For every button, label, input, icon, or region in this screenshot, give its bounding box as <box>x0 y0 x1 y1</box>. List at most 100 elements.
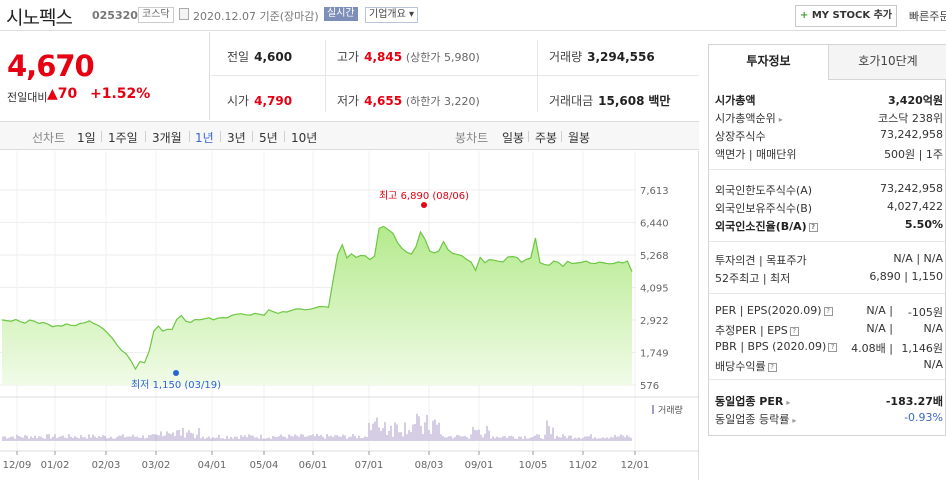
info-label: 동일업종 등락률 ▸ <box>715 411 796 427</box>
info-row: PBR | BPS (2020.09)? 4.08배 | 1,146원 <box>715 340 943 357</box>
panel-tabs: 투자정보 호가10단계 <box>709 44 946 80</box>
info-value: 5.50% <box>904 218 943 231</box>
stock-header: 시노펙스 025320 코스닥 2020.12.07 기준(장마감) 실시간 기… <box>0 0 946 31</box>
x-axis: 12/09 01/02 02/03 03/02 04/01 05/04 06/01 07/01… <box>3 451 649 471</box>
info-label-text: 시가총액 <box>715 94 756 107</box>
info-row: 외국인보유주식수(B) 4,027,422 <box>715 200 943 217</box>
lower-limit: (하한가 3,220) <box>405 95 480 108</box>
period-1y[interactable]: 1년 <box>195 131 214 145</box>
info-row: 액면가 | 매매단위 500원 | 1주 <box>715 146 943 163</box>
quick-order-link[interactable]: 빠른주문 <box>909 10 946 23</box>
price-area <box>1 225 633 385</box>
help-icon[interactable]: ? <box>823 307 833 316</box>
tab-order-book[interactable]: 호가10단계 <box>829 45 946 80</box>
period-1d[interactable]: 1일 <box>77 131 96 145</box>
y-tick-label: 7,613 <box>640 186 669 197</box>
candle-monthly[interactable]: 월봉 <box>568 131 591 145</box>
info-label: 시가총액 <box>715 92 755 108</box>
company-overview-dropdown[interactable]: 기업개요 ▾ <box>365 7 419 23</box>
info-value: -183.27배 <box>885 395 943 408</box>
info-value: 73,242,958 <box>880 182 943 195</box>
candle-chart-label: 봉차트 <box>455 131 489 145</box>
info-label-text: 배당수익률 <box>715 360 766 373</box>
add-my-stock-button[interactable]: + MY STOCK 추가 <box>795 5 897 27</box>
company-name: 시노펙스 <box>6 7 73 29</box>
info-label: 동일업종 PER ▸ <box>715 393 790 409</box>
x-tick-label: 12/09 <box>3 460 32 471</box>
low-label: 최저 1,150 (03/19) <box>131 379 221 391</box>
candle-daily[interactable]: 일봉 <box>502 131 525 145</box>
volume-bars: 거래량 <box>0 396 699 452</box>
up-triangle-icon: ▲ <box>47 86 58 102</box>
period-3y[interactable]: 3년 <box>227 131 246 145</box>
info-value: N/A <box>923 322 943 335</box>
high-marker <box>421 202 427 208</box>
stock-code: 025320 <box>92 9 138 22</box>
stat-value: 4,655 <box>364 94 403 108</box>
period-1w[interactable]: 1주일 <box>108 131 138 145</box>
arrow-right-icon[interactable]: ▸ <box>786 398 791 407</box>
stat-label: 저가 <box>337 94 360 108</box>
stat-label: 거래대금 <box>549 94 594 108</box>
help-icon[interactable]: ? <box>808 223 818 232</box>
info-row: 투자의견 | 목표주가 N/A | N/A <box>715 252 943 269</box>
separator <box>189 131 190 142</box>
price-chart-svg: 거래량 7,613 6,440 5,268 4,095 2,922 1,749 576 12… <box>0 151 699 471</box>
info-value-per: N/A | <box>866 322 893 335</box>
company-overview-label: 기업개요 <box>369 9 406 20</box>
separator <box>220 131 221 142</box>
help-icon[interactable]: ? <box>789 327 799 336</box>
info-value-per: N/A | <box>866 304 893 317</box>
info-label: 외국인한도주식수(A) <box>715 182 812 198</box>
separator <box>284 131 285 142</box>
arrow-right-icon[interactable]: ▸ <box>792 416 797 425</box>
x-tick-label: 01/02 <box>41 460 70 471</box>
upper-limit: (상한가 5,980) <box>405 51 480 64</box>
help-icon[interactable]: ? <box>828 343 838 352</box>
document-icon <box>179 8 189 20</box>
candle-weekly[interactable]: 주봉 <box>535 131 558 145</box>
info-label-text: PBR | BPS (2020.09) <box>715 340 827 353</box>
stat-low: 저가 4,655 (하한가 3,220) <box>337 92 480 109</box>
period-10y[interactable]: 10년 <box>291 131 318 145</box>
arrow-right-icon[interactable]: ▸ <box>778 115 783 124</box>
x-tick-label: 11/02 <box>569 460 598 471</box>
price-stats: 전일 4,600 고가 4,845 (상한가 5,980) 거래량 3,294,556… <box>211 32 699 120</box>
help-icon[interactable]: ? <box>767 363 777 372</box>
stat-value: 4,790 <box>254 94 293 108</box>
low-marker <box>173 370 179 376</box>
info-row: 배당수익률? N/A <box>715 358 943 375</box>
info-label-text: 액면가 | 매매단위 <box>715 148 797 161</box>
x-tick-label: 07/01 <box>355 460 384 471</box>
y-axis: 7,613 6,440 5,268 4,095 2,922 1,749 576 <box>640 186 669 392</box>
x-tick-label: 03/02 <box>142 460 171 471</box>
price-change: ▲70 <box>47 86 77 102</box>
stat-label: 고가 <box>337 50 360 64</box>
info-label: 투자의견 | 목표주가 <box>715 252 807 268</box>
x-tick-label: 08/03 <box>415 460 444 471</box>
info-value: 500원 | 1주 <box>884 148 943 161</box>
tab-investment-info[interactable]: 투자정보 <box>709 45 829 80</box>
separator <box>528 131 529 142</box>
info-row: 동일업종 등락률 ▸ -0.93% <box>715 411 943 428</box>
info-row: 동일업종 PER ▸ -183.27배 <box>715 393 943 410</box>
stat-open: 시가 4,790 <box>227 92 292 109</box>
info-label: 배당수익률? <box>715 358 777 374</box>
add-my-stock-label: MY STOCK 추가 <box>811 10 893 21</box>
realtime-button[interactable]: 실시간 <box>324 7 358 21</box>
info-label-text: PER | EPS(2020.09) <box>715 304 822 317</box>
plus-icon: + <box>799 10 809 21</box>
y-tick-label: 2,922 <box>640 316 669 327</box>
period-5y[interactable]: 5년 <box>259 131 278 145</box>
period-3m[interactable]: 3개월 <box>152 131 182 145</box>
stat-label: 시가 <box>227 94 250 108</box>
volume-legend-label: 거래량 <box>658 404 683 416</box>
stat-volume: 거래량 3,294,556 <box>549 48 655 65</box>
info-label: 추정PER | EPS? <box>715 322 799 338</box>
info-label-text: 동일업종 등락률 <box>715 413 790 426</box>
info-label-text: 동일업종 PER <box>715 395 784 408</box>
info-label-text: 투자의견 | 목표주가 <box>715 254 807 267</box>
stat-trade-amount: 거래대금 15,608 백만 <box>549 92 670 109</box>
separator <box>252 131 253 142</box>
info-label: 액면가 | 매매단위 <box>715 146 797 162</box>
